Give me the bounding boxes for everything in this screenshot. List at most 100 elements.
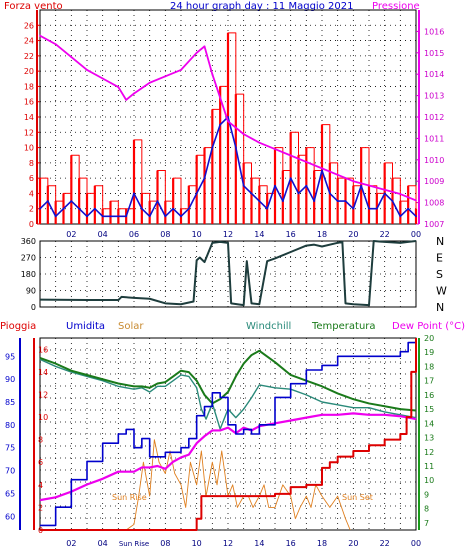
wind-avg-point xyxy=(109,215,112,218)
wind-direction-line xyxy=(39,240,417,307)
wind-avg-point xyxy=(274,184,276,187)
wind-avg-point xyxy=(133,192,135,195)
direction-tick-label: 270 xyxy=(21,254,36,263)
pressure-point xyxy=(101,77,104,80)
x-tick-label: 00 xyxy=(411,230,421,239)
humidity-tick-label: 80 xyxy=(5,421,15,430)
humidity-tick-label: 90 xyxy=(5,375,15,384)
pressure-point xyxy=(305,161,308,163)
pressure-point xyxy=(148,81,151,84)
wind-avg-point xyxy=(156,200,159,202)
windchill-line xyxy=(39,358,417,430)
temperature-tick-label: 10 xyxy=(424,476,434,485)
wind-avg-point xyxy=(383,192,386,195)
direction-tick-label: 0 xyxy=(31,303,36,312)
temperature-tick-label: 14 xyxy=(424,419,434,428)
wind-avg-point xyxy=(219,123,222,126)
humidity-tick-label: 70 xyxy=(5,467,15,476)
rain-tick-label: 10 xyxy=(38,413,48,422)
pressure-point xyxy=(203,45,206,48)
wind-avg-point xyxy=(352,207,355,210)
x-tick-label: 02 xyxy=(66,230,76,239)
temperature-tick-label: 19 xyxy=(424,348,434,357)
wind-avg-point xyxy=(234,146,237,149)
direction-tick-label: 180 xyxy=(21,270,36,279)
wind-tick-label: 20 xyxy=(24,67,34,76)
temperature-tick-label: 7 xyxy=(424,519,429,528)
pressure-point xyxy=(227,120,229,123)
legend-umidita: Umidita xyxy=(66,321,105,332)
wind-tick-label: 6 xyxy=(29,174,34,183)
solar-line xyxy=(125,439,351,531)
x-tick-label-bottom: 18 xyxy=(317,539,327,548)
wind-tick-label: 26 xyxy=(24,21,34,30)
rain-tick-label: 4 xyxy=(38,481,43,490)
rain-tick-label: 16 xyxy=(38,345,48,354)
wind-avg-point xyxy=(250,192,253,195)
x-tick-label-bottom: Sun Rise xyxy=(119,540,149,548)
wind-tick-label: 16 xyxy=(24,98,34,107)
temperature-tick-label: 20 xyxy=(424,334,434,343)
wind-avg-point xyxy=(39,207,41,210)
wind-tick-label: 14 xyxy=(24,113,34,122)
wind-avg-point xyxy=(172,207,175,210)
pressure-point xyxy=(117,86,120,88)
wind-avg-point xyxy=(368,207,370,210)
header-wind-label: Forza vento xyxy=(4,1,63,12)
wind-avg-point xyxy=(125,215,128,218)
pressure-tick-label: 1011 xyxy=(424,134,444,143)
wind-avg-point xyxy=(266,207,269,210)
wind-avg-point xyxy=(297,192,300,195)
x-tick-label-bottom: 14 xyxy=(254,539,264,548)
wind-avg-point xyxy=(321,169,323,172)
temperature-tick-label: 13 xyxy=(424,434,434,443)
temperature-tick-label: 15 xyxy=(424,405,434,414)
pressure-point xyxy=(368,184,370,187)
panel2-frame xyxy=(39,240,417,308)
wind-avg-point xyxy=(140,207,143,210)
wind-avg-point xyxy=(242,184,245,187)
x-tick-label: 08 xyxy=(160,230,170,239)
x-tick-label: 10 xyxy=(192,230,202,239)
pressure-tick-label: 1012 xyxy=(424,113,444,122)
wind-avg-point xyxy=(313,200,316,202)
rain-line xyxy=(40,338,417,531)
sun-set-annotation: Sun Set xyxy=(342,493,373,502)
sun-rise-annotation: Sun Rise xyxy=(112,493,147,502)
rain-tick-label: 8 xyxy=(38,436,43,445)
wind-avg-point xyxy=(101,215,104,218)
pressure-point xyxy=(383,188,386,191)
wind-avg-point xyxy=(62,207,65,210)
x-tick-label-bottom: 02 xyxy=(66,539,76,548)
x-tick-label-bottom: 20 xyxy=(348,539,358,548)
direction-tick-label: 90 xyxy=(26,287,36,296)
humidity-tick-label: 95 xyxy=(5,352,15,361)
wind-avg-point xyxy=(407,207,410,210)
pressure-point xyxy=(399,193,402,195)
compass-label: N xyxy=(436,235,444,248)
wind-avg-point xyxy=(187,207,190,210)
humidity-tick-label: 85 xyxy=(5,398,15,407)
temperature-tick-label: 8 xyxy=(424,505,429,514)
rain-tick-label: 2 xyxy=(38,503,43,512)
humidity-tick-label: 65 xyxy=(5,489,15,498)
temperature-tick-label: 16 xyxy=(424,391,434,400)
wind-tick-label: 10 xyxy=(24,144,34,153)
wind-tick-label: 24 xyxy=(24,37,34,46)
compass-label: W xyxy=(436,285,447,298)
wind-avg-point xyxy=(78,207,81,210)
wind-avg-point xyxy=(93,207,96,210)
x-tick-label-bottom: 08 xyxy=(160,539,170,548)
rain-tick-label: 14 xyxy=(38,368,48,377)
pressure-tick-label: 1015 xyxy=(424,49,444,58)
x-tick-label: 04 xyxy=(98,230,108,239)
pressure-tick-label: 1010 xyxy=(424,156,444,165)
wind-avg-point xyxy=(360,184,363,187)
x-tick-label: 20 xyxy=(348,230,358,239)
wind-avg-point xyxy=(180,215,182,218)
header-pressure-label: Pressione xyxy=(372,1,420,12)
pressure-point xyxy=(195,51,198,54)
wind-gust-line xyxy=(40,32,417,210)
wind-avg-point xyxy=(258,200,261,202)
wind-avg-point xyxy=(289,177,292,180)
